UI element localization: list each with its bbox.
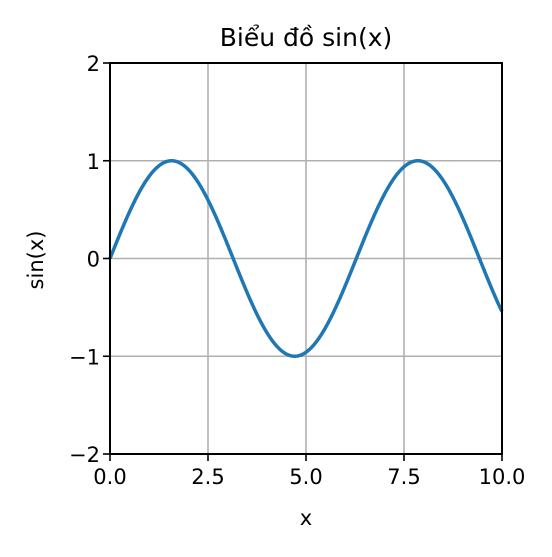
y-axis-ticks: −2 −1 0 1 2 (69, 52, 110, 467)
chart-title: Biểu đồ sin(x) (220, 23, 393, 52)
y-tick-label: −2 (69, 443, 100, 467)
y-tick-label: 1 (87, 150, 100, 174)
x-tick-label: 2.5 (191, 465, 224, 489)
x-tick-label: 10.0 (479, 465, 526, 489)
y-axis-label: sin(x) (24, 231, 48, 290)
x-axis-label: x (300, 506, 312, 530)
y-tick-label: 0 (87, 248, 100, 272)
series-group (108, 159, 504, 358)
x-axis-ticks: 0.0 2.5 5.0 7.5 10.0 (93, 454, 525, 489)
x-tick-label: 5.0 (289, 465, 322, 489)
x-tick-label: 0.0 (93, 465, 126, 489)
x-tick-label: 7.5 (387, 465, 420, 489)
y-tick-label: −1 (69, 345, 100, 369)
sin-series-line (108, 159, 504, 358)
y-tick-label: 2 (87, 52, 100, 76)
